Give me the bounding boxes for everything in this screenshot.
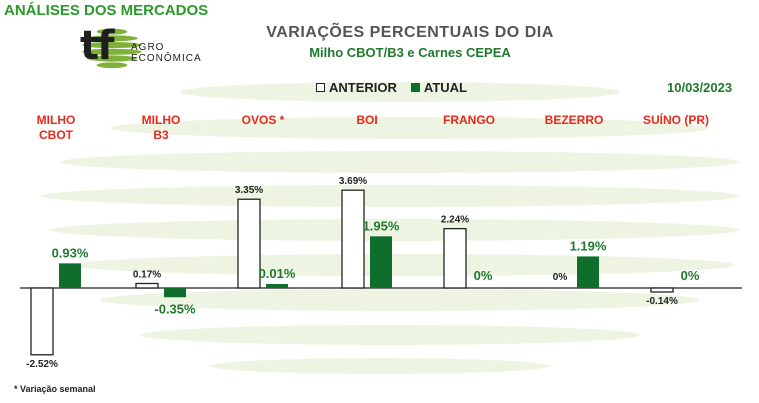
bar-atual [370, 236, 392, 288]
data-label-anterior: 3.35% [235, 185, 263, 196]
data-label-anterior: 3.69% [339, 176, 367, 187]
data-label-atual: -0.35% [154, 301, 196, 316]
category-label: MILHO CBOT [36, 113, 76, 142]
bar-anterior [30, 287, 54, 356]
legend-item-atual: ATUAL [410, 80, 467, 95]
category-label: MILHO B3 [141, 113, 181, 142]
category-label: FRANGO [443, 113, 495, 127]
legend: ANTERIOR ATUAL [316, 80, 467, 95]
legend-label-anterior: ANTERIOR [329, 80, 397, 95]
bar-anterior [650, 287, 674, 293]
logo-text: tf [80, 23, 115, 69]
category-label: SUÍNO (PR) [643, 113, 709, 127]
legend-swatch-anterior [316, 83, 325, 92]
data-label-atual: 0.01% [259, 266, 296, 281]
bar-atual [577, 256, 599, 288]
logo-line-2: ECONÔMICA [131, 53, 202, 64]
chart-title: VARIAÇÕES PERCENTUAIS DO DIA [266, 24, 554, 41]
logo-mark-icon [82, 28, 142, 69]
data-label-anterior: -0.14% [646, 296, 678, 307]
bar-atual [164, 288, 186, 298]
category-label: BOI [356, 113, 378, 127]
bar-anterior [237, 198, 261, 289]
legend-swatch-atual [410, 83, 420, 92]
legend-item-anterior: ANTERIOR [316, 80, 397, 95]
data-label-anterior: 2.24% [441, 215, 469, 226]
category-label: BEZERRO [544, 113, 604, 127]
data-label-atual: 1.19% [570, 238, 607, 253]
data-label-anterior: 0% [553, 272, 568, 283]
footnote: * Variação semanal [14, 384, 96, 394]
bar-anterior [341, 189, 365, 289]
chart-subtitle: Milho CBOT/B3 e Carnes CEPEA [309, 45, 511, 60]
bar-anterior [443, 227, 467, 289]
data-label-atual: 0% [474, 268, 493, 283]
bar-anterior [135, 282, 159, 289]
bar-atual [59, 263, 81, 288]
category-label: OVOS * [241, 113, 285, 127]
legend-label-atual: ATUAL [423, 80, 467, 95]
logo-line-1: AGRO [131, 42, 165, 53]
data-label-anterior: 0.17% [133, 269, 161, 280]
data-label-atual: 0.93% [52, 245, 89, 260]
data-label-atual: 1.95% [363, 218, 400, 233]
chart-date: 10/03/2023 [667, 80, 733, 95]
data-label-atual: 0% [681, 268, 700, 283]
header-title: ANÁLISES DOS MERCADOS [4, 2, 209, 19]
bar-atual [266, 284, 288, 288]
data-label-anterior: -2.52% [26, 359, 58, 370]
